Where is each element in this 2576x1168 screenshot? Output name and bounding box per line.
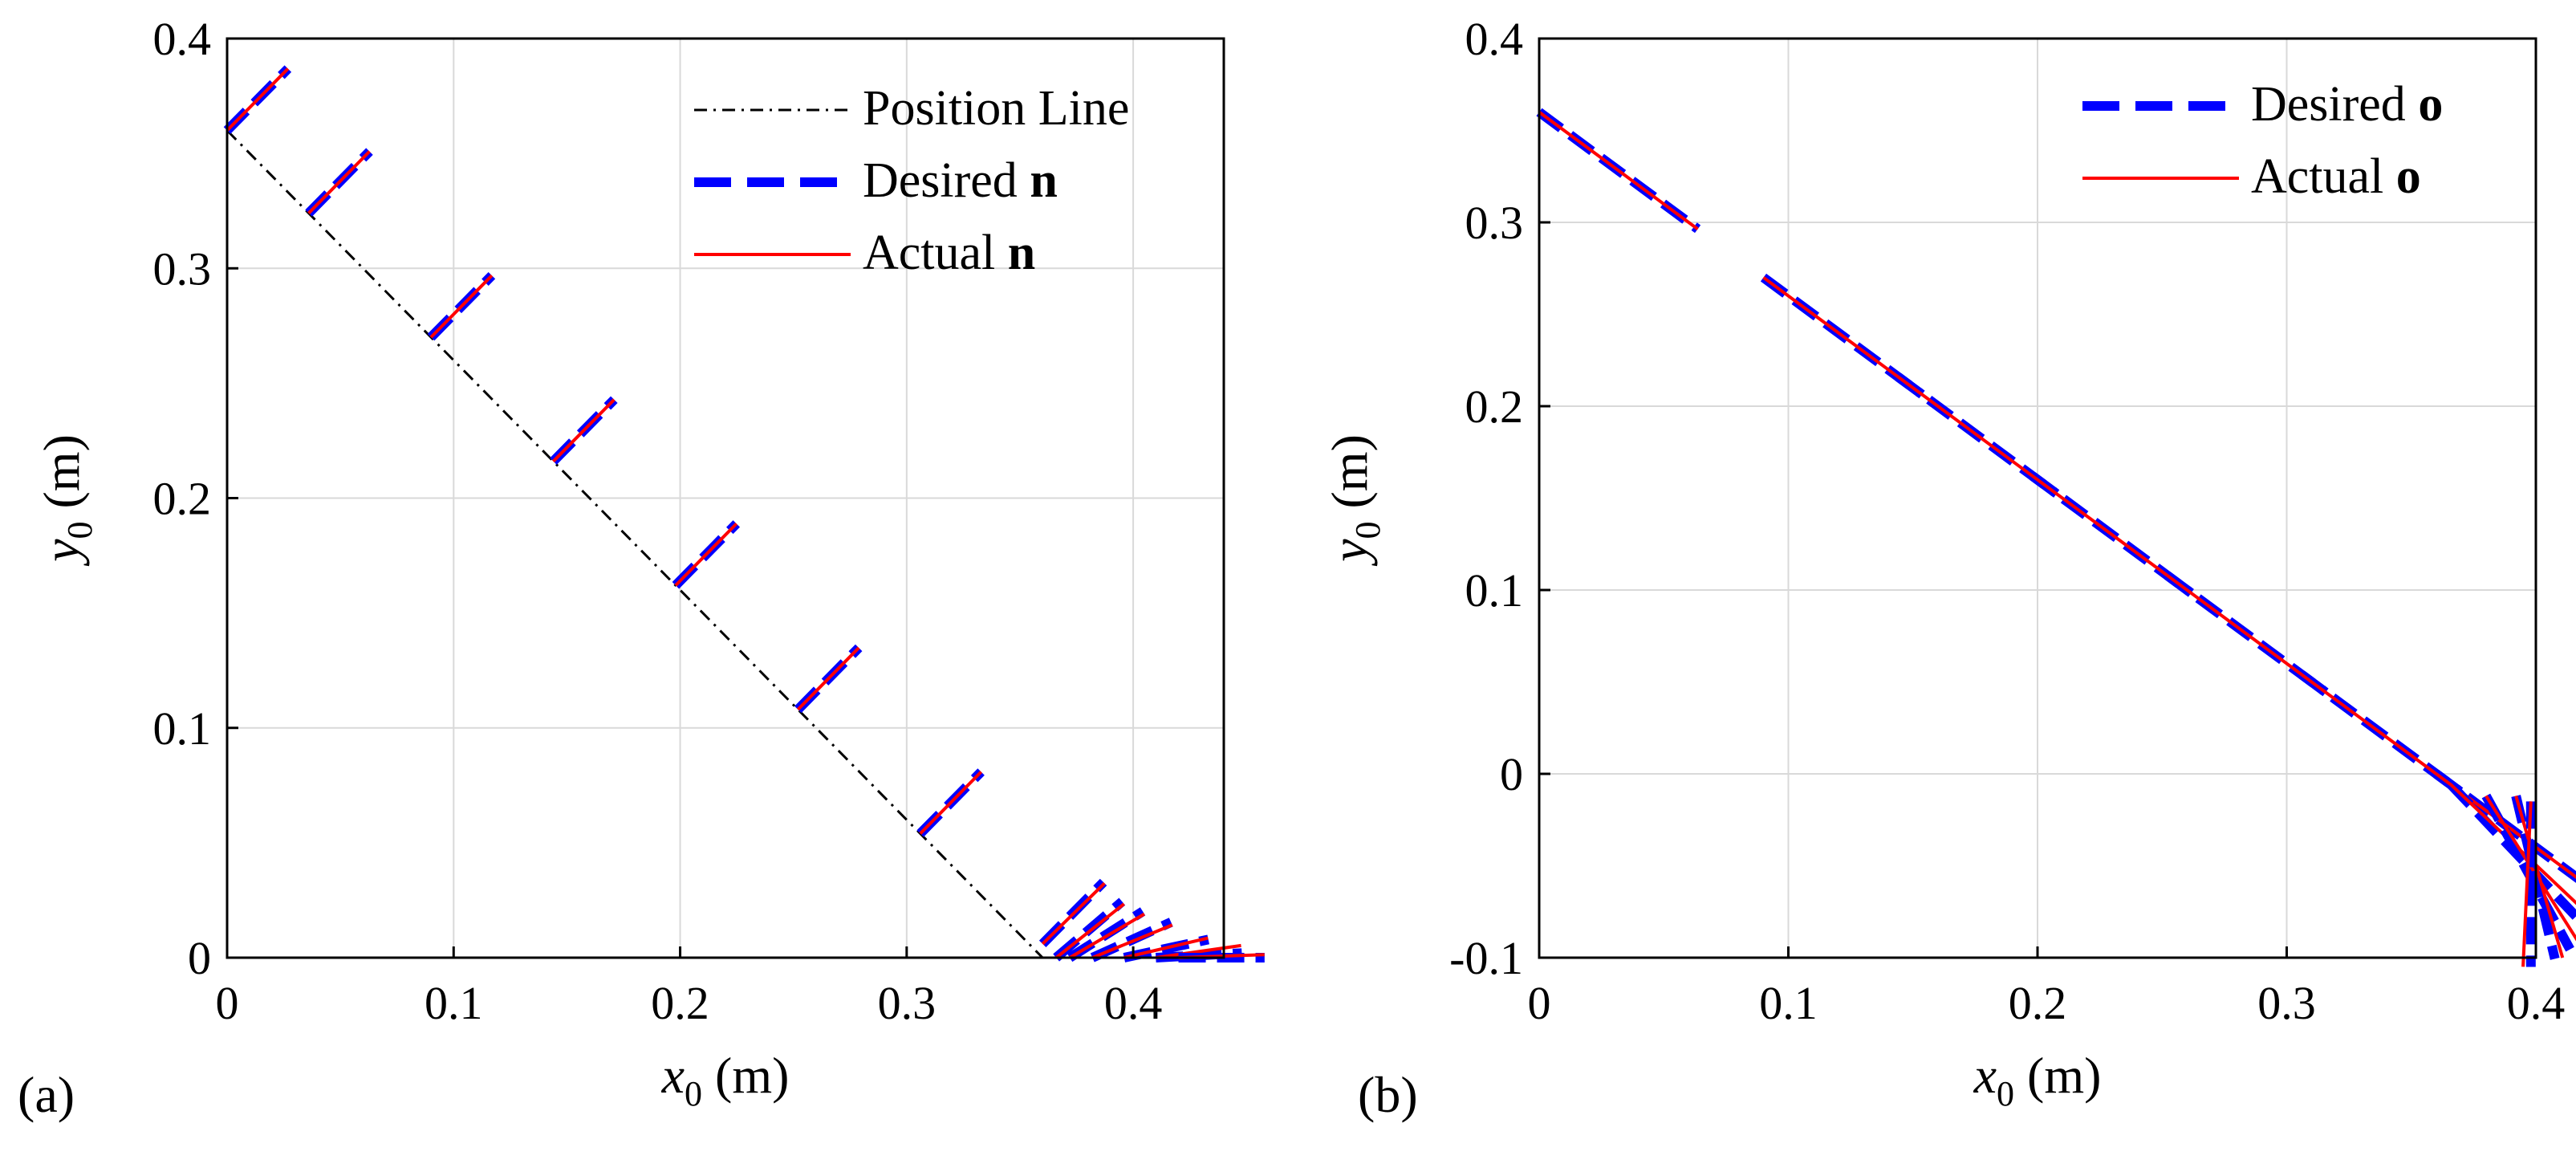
chart-b-x-axis-label-unit: (m) [2014,1047,2101,1104]
chart-b-x-tick-label-4: 0.4 [2507,977,2566,1029]
chart-b-legend-label-1-text: Actual [2251,149,2396,204]
chart-a-x-axis-label: x0 (m) [661,1047,790,1113]
chart-b-y-tick-label-2: 0.1 [1465,564,1524,617]
chart-a-actual-vector-10 [1091,923,1173,959]
chart-b-legend-label-0-text: Desired [2251,77,2418,132]
chart-a-actual-vector-2 [429,274,494,339]
chart-a-actual-vector-3 [552,398,616,463]
chart-b-x-tick-label-3: 0.3 [2257,977,2316,1029]
chart-a-y-axis-label-var: y [33,539,90,567]
chart-b-actual-vector-5 [2300,673,2461,793]
chart-b-y-tick-label-3: 0.2 [1465,381,1524,433]
chart-a-y-tick-label-3: 0.3 [153,242,212,295]
panel-label-a: (a) [18,1066,75,1123]
chart-a-y-ticks: 0 0.1 0.2 0.3 0.4 [153,13,238,984]
chart-b-y-axis-label: y0 (m) [1321,434,1388,567]
chart-b-actual-vector-0 [1538,110,1699,230]
chart-b-legend-label-1-symbol: o [2396,149,2421,204]
chart-b-actual-vector-9 [2514,795,2565,958]
chart-a-actual-vector-12 [1156,943,1241,959]
chart-a-legend-label-1-text: Desired [863,153,1030,208]
chart-a-actual-vector-6 [919,771,983,835]
chart-b-x-axis-label: x0 (m) [1973,1047,2102,1113]
chart-b-y-tick-label-0: -0.1 [1449,932,1523,984]
chart-a-x-tick-label-2: 0.2 [651,977,709,1029]
chart-b-actual-vector-1 [1762,276,1924,397]
chart-b-legend-label-0-symbol: o [2418,77,2443,132]
chart-a-x-tick-label-0: 0 [216,977,239,1029]
chart-a-x-axis-label-var: x [661,1047,685,1104]
chart-b-y-ticks: -0.1 0 0.1 0.2 0.3 0.4 [1449,13,1550,984]
chart-b-x-ticks: 0 0.1 0.2 0.3 0.4 [1528,946,2566,1029]
chart-a-x-axis-label-unit: (m) [702,1047,789,1104]
chart-b-y-axis-label-sub: 0 [1348,522,1388,539]
chart-a-actual-vector-7 [1041,881,1106,946]
chart-a-legend-label-2-symbol: n [1008,226,1035,280]
chart-a-legend-label-2-text: Actual [863,226,1008,280]
chart-a-legend-label-0: Position Line [863,81,1129,136]
chart-a-legend-label-1: Desired n [863,153,1058,208]
chart-a-actual-vector-9 [1069,912,1145,959]
chart-b-y-tick-label-5: 0.4 [1465,13,1524,65]
chart-a-grid [226,38,1224,958]
chart-b-y-tick-label-4: 0.3 [1465,197,1524,249]
chart-b-x-tick-label-1: 0.1 [1759,977,1818,1029]
chart-a-y-tick-label-0: 0 [188,932,211,984]
chart-b-y-axis-label-unit: (m) [1321,434,1378,521]
chart-a-actual-vector-4 [674,522,738,587]
chart-a-x-tick-label-3: 0.3 [878,977,937,1029]
chart-b-x-tick-label-2: 0.2 [2009,977,2067,1029]
chart-b-actual-vector-4 [2166,574,2327,694]
chart-b-actual-vector-8 [2485,795,2576,942]
chart-a-y-axis-label-sub: 0 [60,522,100,539]
chart-a-actual-vector-1 [307,150,371,214]
chart-a-y-tick-label-4: 0.4 [153,13,212,65]
chart-b-x-axis-label-var: x [1973,1047,1997,1104]
chart-a-x-ticks: 0 0.1 0.2 0.3 0.4 [216,946,1163,1029]
chart-a-series [223,65,1265,962]
chart-a-y-axis-label: y0 (m) [33,434,100,567]
chart-b-legend-label-1: Actual o [2251,149,2421,204]
chart-b-x-tick-label-0: 0 [1528,977,1551,1029]
chart-a-actual-vector-0 [226,67,290,132]
chart-a-x-axis-label-sub: 0 [685,1074,702,1113]
panel-label-b: (b) [1358,1066,1418,1123]
chart-b-y-tick-label-1: 0 [1500,748,1523,800]
chart-a: 0 0.1 0.2 0.3 0.4 0 0.1 0.2 0.3 0.4 Position Lin… [18,13,1265,1123]
chart-a-y-axis-label-unit: (m) [33,434,90,521]
chart-b: 0 0.1 0.2 0.3 0.4 -0.100.10.20.30.4 Desired … [1321,13,2576,1123]
chart-b-actual-vector-3 [2031,474,2192,595]
chart-a-x-tick-label-1: 0.1 [425,977,483,1029]
chart-a-legend-label-0-text: Position Line [863,81,1129,136]
chart-b-actual-vector-2 [1896,375,2058,495]
chart-a-legend-label-2: Actual n [863,226,1035,280]
chart-a-actual-vector-11 [1123,936,1209,959]
chart-a-y-tick-label-2: 0.2 [153,473,212,525]
chart-a-y-tick-label-1: 0.1 [153,702,212,755]
chart-b-x-axis-label-sub: 0 [1997,1074,2014,1113]
chart-b-series [1536,108,2576,967]
chart-b-actual-vector-10 [2521,801,2533,967]
chart-b-legend-label-0: Desired o [2251,77,2443,132]
chart-a-legend-label-1-symbol: n [1030,153,1057,208]
chart-a-actual-vector-8 [1054,902,1125,959]
chart-a-actual-vector-5 [796,646,860,711]
chart-a-x-tick-label-4: 0.4 [1104,977,1163,1029]
chart-b-y-axis-label-var: y [1321,539,1378,567]
